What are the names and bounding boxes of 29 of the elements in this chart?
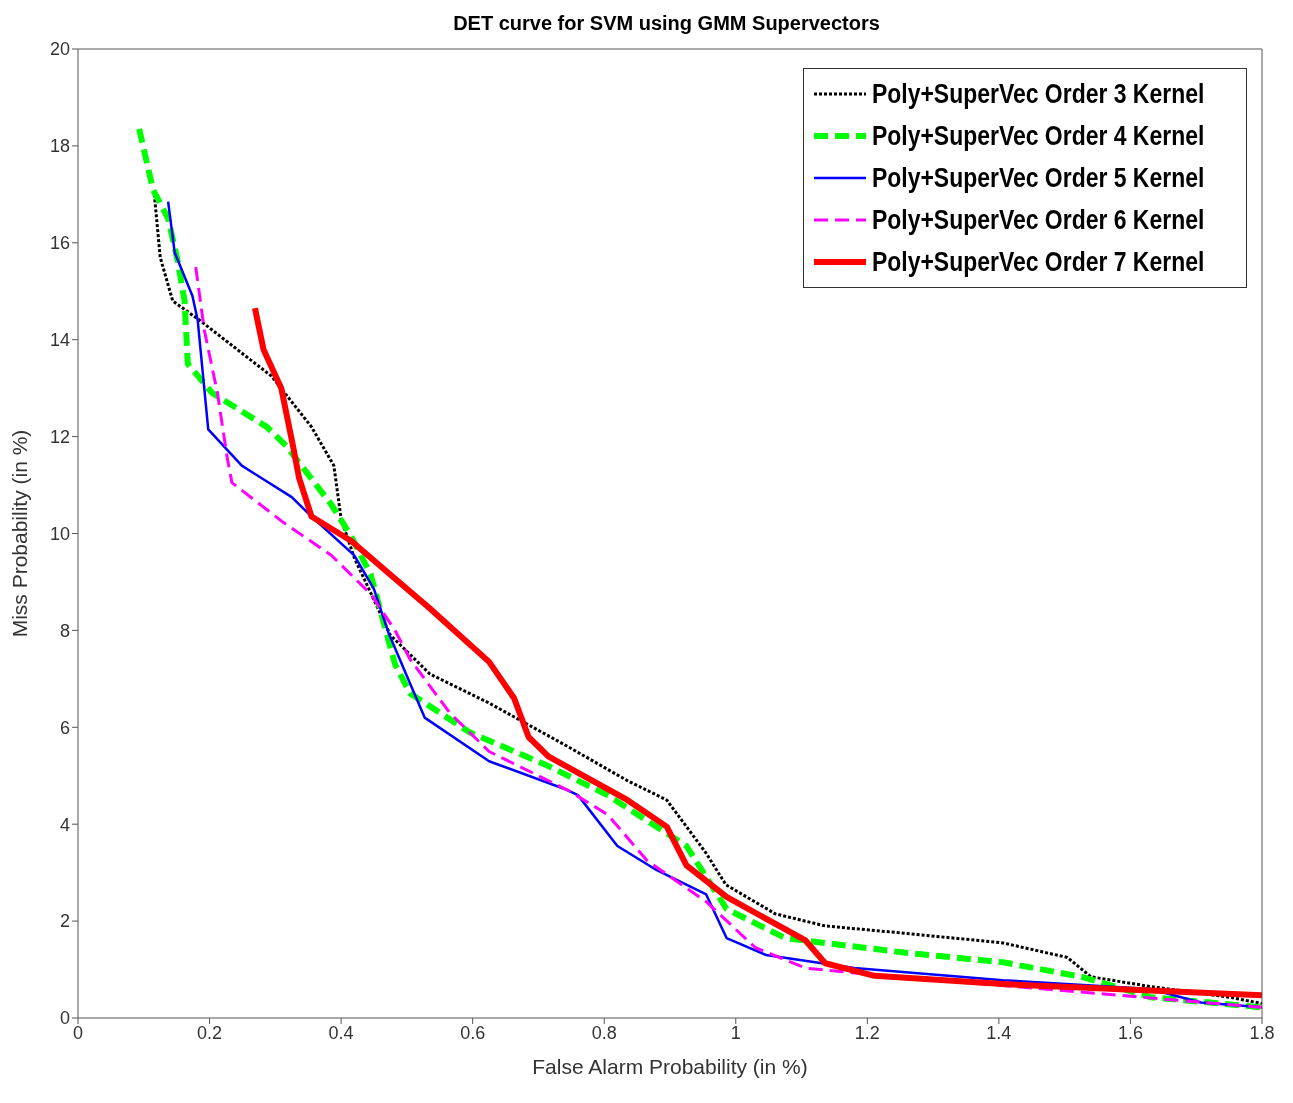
y-tick-label: 2 (59, 911, 70, 932)
x-tick-label: 1.2 (854, 1022, 880, 1043)
x-axis-title: False Alarm Probability (in %) (532, 1055, 808, 1078)
legend-label: Poly+SuperVec Order 3 Kernel (872, 78, 1205, 110)
y-tick-label: 10 (49, 523, 70, 544)
legend-label: Poly+SuperVec Order 7 Kernel (872, 246, 1205, 278)
y-tick-label: 8 (59, 620, 70, 641)
y-tick-label: 16 (49, 233, 70, 254)
x-tick-label: 1.8 (1249, 1022, 1275, 1043)
y-axis-title: Miss Probability (in %) (8, 429, 32, 638)
x-tick-label: 0.4 (328, 1022, 354, 1043)
y-tick-label: 4 (59, 814, 70, 835)
y-tick-label: 0 (59, 1008, 70, 1029)
x-tick-label: 0 (72, 1022, 84, 1043)
y-tick-label: 14 (49, 330, 70, 351)
chart-title: DET curve for SVM using GMM Supervectors (452, 11, 881, 36)
x-tick-label: 1 (730, 1022, 741, 1043)
x-tick-label: 0.2 (197, 1022, 223, 1043)
x-tick-label: 0.6 (460, 1022, 486, 1043)
legend-label: Poly+SuperVec Order 4 Kernel (872, 120, 1205, 152)
y-tick-label: 18 (49, 136, 70, 157)
y-tick-label: 20 (49, 39, 70, 60)
legend-label: Poly+SuperVec Order 5 Kernel (872, 162, 1205, 194)
y-tick-label: 6 (59, 717, 70, 738)
x-tick-label: 0.8 (591, 1022, 617, 1043)
x-tick-label: 1.6 (1117, 1022, 1143, 1043)
legend-label: Poly+SuperVec Order 6 Kernel (872, 204, 1205, 236)
x-tick-label: 1.4 (986, 1022, 1012, 1043)
y-tick-label: 12 (49, 426, 70, 447)
